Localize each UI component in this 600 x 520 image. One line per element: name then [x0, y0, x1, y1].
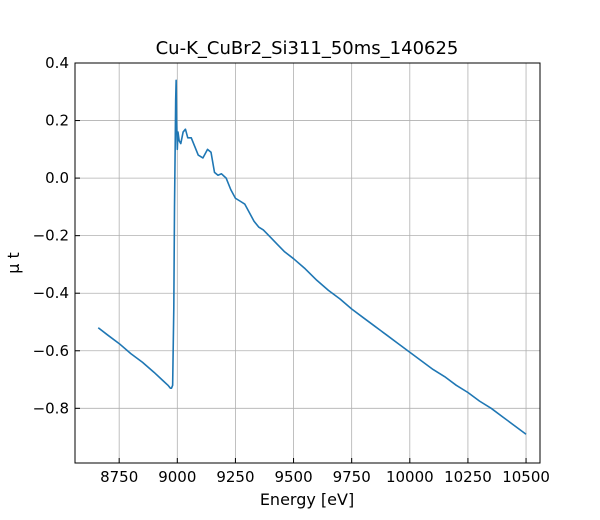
chart-title: Cu-K_CuBr2_Si311_50ms_140625: [156, 38, 459, 59]
y-tick-label: 0.4: [45, 54, 69, 72]
y-tick-label: −0.6: [33, 342, 69, 360]
y-tick-label: 0.0: [45, 169, 69, 187]
y-tick-label: −0.8: [33, 399, 69, 417]
plot-frame: [74, 62, 541, 464]
x-axis-label: Energy [eV]: [260, 490, 354, 509]
x-tick-label: 8750: [100, 468, 138, 486]
x-tick-label: 10000: [386, 468, 434, 486]
x-tick-label: 10250: [444, 468, 492, 486]
x-tick-label: 9250: [216, 468, 254, 486]
y-tick-label: −0.4: [33, 284, 69, 302]
y-tick-label: 0.2: [45, 112, 69, 130]
grid: [75, 62, 540, 463]
x-tick-label: 9750: [333, 468, 371, 486]
y-tick-label: −0.2: [33, 227, 69, 245]
x-tick-label: 10500: [502, 468, 550, 486]
series-line: [97, 79, 527, 435]
x-axis-ticks: 8750 9000 9250 9500 9750 10000 10250 10500: [100, 458, 550, 486]
y-axis-ticks: 0.4 0.2 0.0 −0.2 −0.4 −0.6 −0.8: [33, 54, 80, 417]
y-axis-label: μ t: [4, 252, 23, 274]
x-tick-label: 9000: [158, 468, 196, 486]
x-tick-label: 9500: [274, 468, 312, 486]
